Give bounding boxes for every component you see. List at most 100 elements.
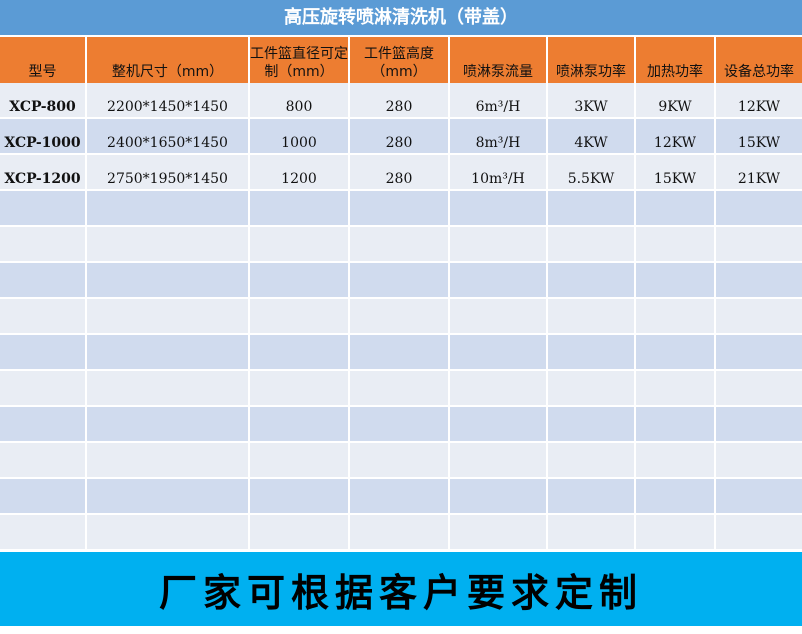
empty-cell <box>450 407 548 443</box>
empty-row <box>0 407 802 443</box>
empty-cell <box>87 479 250 515</box>
empty-cell <box>716 515 802 551</box>
table-cell: 21KW <box>716 155 802 191</box>
empty-cell <box>87 191 250 227</box>
empty-row <box>0 443 802 479</box>
empty-cell <box>87 335 250 371</box>
empty-cell <box>636 335 716 371</box>
empty-cell <box>350 371 450 407</box>
empty-cell <box>716 335 802 371</box>
empty-cell <box>87 227 250 263</box>
empty-cell <box>250 263 350 299</box>
empty-row <box>0 479 802 515</box>
empty-cell <box>636 443 716 479</box>
empty-row <box>0 515 802 551</box>
table-cell: 2200*1450*1450 <box>87 83 250 119</box>
empty-cell <box>548 407 636 443</box>
empty-cell <box>450 371 548 407</box>
column-header: 型号 <box>0 37 87 83</box>
empty-cell <box>350 407 450 443</box>
empty-cell <box>0 227 87 263</box>
column-header: 工件篮直径可定制（mm） <box>250 37 350 83</box>
table-cell: 9KW <box>636 83 716 119</box>
empty-cell <box>250 227 350 263</box>
empty-cell <box>716 227 802 263</box>
empty-cell <box>450 191 548 227</box>
table-cell: 6m³/H <box>450 83 548 119</box>
empty-cell <box>350 227 450 263</box>
empty-cell <box>0 299 87 335</box>
empty-cell <box>636 227 716 263</box>
empty-cell <box>450 515 548 551</box>
column-header: 工件篮高度（mm） <box>350 37 450 83</box>
empty-cell <box>350 335 450 371</box>
empty-cell <box>548 515 636 551</box>
empty-cell <box>636 479 716 515</box>
empty-cell <box>250 407 350 443</box>
empty-cell <box>548 443 636 479</box>
table-title: 高压旋转喷淋清洗机（带盖） <box>0 0 802 35</box>
empty-cell <box>548 335 636 371</box>
table-cell: 280 <box>350 83 450 119</box>
footer-banner: 厂家可根据客户要求定制 <box>0 552 802 626</box>
table-cell: 8m³/H <box>450 119 548 155</box>
empty-cell <box>548 263 636 299</box>
table-row: XCP-1200 2750*1950*1450 1200 280 10m³/H 5.5KW… <box>0 155 802 191</box>
empty-cell <box>450 227 548 263</box>
empty-cell <box>716 443 802 479</box>
column-header: 设备总功率 <box>716 37 802 83</box>
empty-cell <box>716 371 802 407</box>
empty-row <box>0 299 802 335</box>
empty-cell <box>636 515 716 551</box>
empty-cell <box>548 371 636 407</box>
empty-cell <box>250 335 350 371</box>
empty-cell <box>250 191 350 227</box>
empty-cell <box>716 479 802 515</box>
empty-cell <box>548 191 636 227</box>
empty-cell <box>548 227 636 263</box>
table-cell: 12KW <box>716 83 802 119</box>
empty-cell <box>450 263 548 299</box>
table-cell: 280 <box>350 155 450 191</box>
table-cell: 4KW <box>548 119 636 155</box>
table-cell: XCP-1200 <box>0 155 87 191</box>
header-row: 型号 整机尺寸（mm） 工件篮直径可定制（mm） 工件篮高度（mm） 喷淋泵流量 喷淋泵功… <box>0 37 802 83</box>
empty-cell <box>636 263 716 299</box>
empty-cell <box>87 263 250 299</box>
empty-cell <box>250 371 350 407</box>
table-cell: 1200 <box>250 155 350 191</box>
table-row: XCP-1000 2400*1650*1450 1000 280 8m³/H 4KW 12K… <box>0 119 802 155</box>
empty-cell <box>350 515 450 551</box>
empty-row <box>0 191 802 227</box>
empty-cell <box>0 191 87 227</box>
empty-row <box>0 335 802 371</box>
empty-cell <box>87 371 250 407</box>
table-cell: 3KW <box>548 83 636 119</box>
empty-cell <box>250 479 350 515</box>
empty-row <box>0 227 802 263</box>
empty-row <box>0 371 802 407</box>
table-cell: 2750*1950*1450 <box>87 155 250 191</box>
empty-cell <box>716 407 802 443</box>
empty-cell <box>250 443 350 479</box>
table-cell: 15KW <box>636 155 716 191</box>
empty-cell <box>350 191 450 227</box>
table-cell: 1000 <box>250 119 350 155</box>
empty-cell <box>0 407 87 443</box>
empty-cell <box>450 335 548 371</box>
table-cell: 5.5KW <box>548 155 636 191</box>
table-cell: 800 <box>250 83 350 119</box>
empty-cell <box>0 371 87 407</box>
table-cell: 10m³/H <box>450 155 548 191</box>
empty-cell <box>636 407 716 443</box>
table-row: XCP-800 2200*1450*1450 800 280 6m³/H 3KW 9KW 12… <box>0 83 802 119</box>
column-header: 加热功率 <box>636 37 716 83</box>
empty-cell <box>0 515 87 551</box>
table-cell: 280 <box>350 119 450 155</box>
empty-cell <box>636 299 716 335</box>
column-header: 喷淋泵功率 <box>548 37 636 83</box>
empty-cell <box>450 479 548 515</box>
empty-cell <box>548 299 636 335</box>
table-cell: XCP-1000 <box>0 119 87 155</box>
empty-cell <box>250 515 350 551</box>
